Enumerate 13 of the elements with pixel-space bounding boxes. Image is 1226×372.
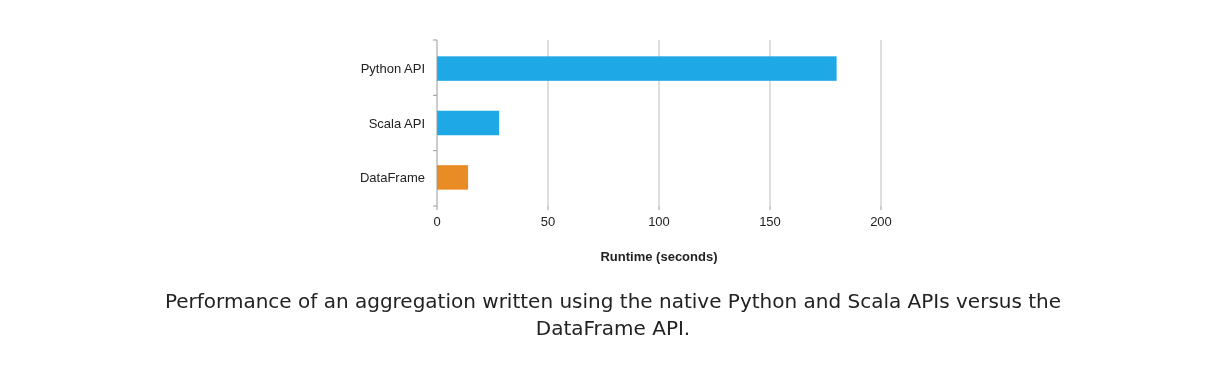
x-tick-label: 50 xyxy=(540,214,556,229)
bar xyxy=(437,56,837,81)
y-tick-label: Scala API xyxy=(368,115,425,131)
x-tick-label: 150 xyxy=(759,214,781,229)
text: Performance of an aggregation written using the native Python and Scala APIs versus the DataFrame API. xyxy=(164,289,1062,340)
x-tick-label: 200 xyxy=(870,214,892,229)
y-tick-label: DataFrame xyxy=(359,169,425,185)
x-tick-label: 100 xyxy=(648,214,670,229)
bar xyxy=(437,165,469,190)
y-tick-label: Python API xyxy=(360,61,425,77)
x-axis-title: Runtime (seconds) xyxy=(600,249,718,264)
bar xyxy=(437,110,500,136)
x-tick-label: 0 xyxy=(433,214,441,229)
